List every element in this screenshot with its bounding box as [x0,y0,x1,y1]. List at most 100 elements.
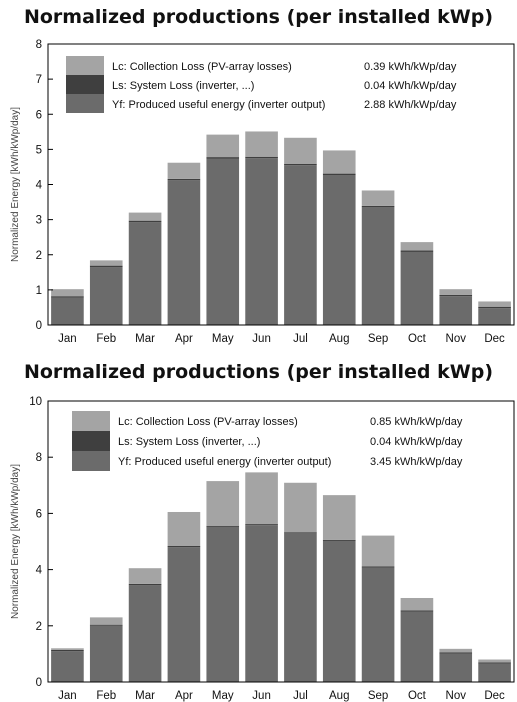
y-tick-label: 8 [36,452,42,464]
legend-label: Yf: Produced useful energy (inverter out… [112,99,325,111]
bar-feb-series-0 [89,267,123,325]
legend-label: Ls: System Loss (inverter, ...) [118,436,260,448]
bar-aug-series-2 [322,150,356,174]
y-tick-label: 6 [36,508,42,520]
chart-top: Normalized productions (per installed kW… [10,6,515,345]
chart-svg: Normalized Energy [kWh/kWp/day] Jan Feb Mar… [10,396,515,702]
x-tick-label: Sep [368,690,388,702]
bar-sep-series-2 [361,535,395,567]
x-tick-label: May [212,333,234,345]
x-tick-label: Jan [58,690,77,702]
bar-oct-series-1 [400,250,434,252]
bar-jun-series-2 [245,472,278,525]
bar-dec-series-0 [478,308,511,325]
bar-jul-series-1 [284,163,317,166]
bar-jun-series-0 [245,158,278,325]
bar-jul-series-2 [284,137,317,164]
bar-mar-series-2 [128,568,162,584]
x-tick-label: Apr [175,690,193,702]
bar-mar-series-0 [128,585,162,682]
bar-jun-series-1 [245,524,278,526]
bar-oct-series-0 [400,611,434,682]
bar-apr-series-0 [167,180,201,325]
bar-sep-series-1 [361,566,395,568]
bar-mar-series-2 [128,212,162,221]
bar-jul-series-0 [284,533,317,682]
bar-may-series-2 [206,481,240,526]
bar-feb-series-2 [89,617,123,625]
bar-jan-series-0 [51,651,84,682]
x-tick-label: Sep [368,333,388,345]
bar-aug-series-2 [322,495,356,540]
bar-apr-series-2 [167,162,201,179]
x-tick-label: Jun [252,690,271,702]
bar-jan-series-1 [51,296,84,298]
legend-swatch [72,451,110,471]
legend-value: 0.85 kWh/kWp/day [370,416,463,428]
x-tick-label: Mar [135,333,155,345]
x-tick-label: Dec [484,690,505,702]
chart-bottom: Normalized productions (per installed kW… [0,351,517,702]
bar-nov-series-2 [439,289,473,295]
legend-swatch [66,94,104,113]
bar-sep-series-0 [361,567,395,682]
legend-value: 0.04 kWh/kWp/day [370,436,463,448]
legend-label: Lc: Collection Loss (PV-array losses) [118,416,298,428]
bar-mar-series-1 [128,220,162,223]
bar-jan-series-2 [51,648,84,650]
x-tick-label: Aug [329,333,349,345]
x-tick-label: May [212,690,234,702]
y-tick-label: 0 [36,320,42,332]
y-tick-label: 7 [36,74,42,86]
y-tick-label: 2 [36,250,42,262]
x-tick-label: Oct [408,690,427,702]
x-tick-label: Feb [96,333,116,345]
bar-jan-series-1 [51,649,84,652]
bar-jan-series-2 [51,289,84,297]
bar-dec-series-2 [478,301,511,307]
y-axis-label: Normalized Energy [kWh/kWp/day] [10,107,21,262]
y-tick-label: 8 [36,39,42,51]
bar-apr-series-2 [167,511,201,546]
y-tick-label: 0 [36,677,42,689]
chart-title: Normalized productions (per installed kW… [23,6,494,28]
legend-value: 0.04 kWh/kWp/day [364,80,457,92]
x-tick-label: Oct [408,333,427,345]
chart-svg: Normalized Energy [kWh/kWp/day] Jan Feb Mar… [10,39,515,345]
bar-dec-series-1 [478,306,511,309]
bar-dec-series-1 [478,662,511,664]
bar-dec-series-0 [478,663,511,682]
bar-jul-series-2 [284,482,317,533]
legend-label: Yf: Produced useful energy (inverter out… [118,456,331,468]
legend-label: Lc: Collection Loss (PV-array losses) [112,61,292,73]
y-tick-label: 10 [29,396,42,408]
y-tick-label: 1 [36,285,42,297]
bar-aug-series-1 [322,539,356,541]
bar-may-series-0 [206,526,240,682]
legend-value: 3.45 kWh/kWp/day [370,456,463,468]
bar-nov-series-0 [439,296,473,325]
bar-feb-series-1 [89,265,123,268]
x-tick-label: Apr [175,333,193,345]
bar-mar-series-1 [128,583,162,586]
bar-may-series-0 [206,158,240,325]
bar-apr-series-1 [167,178,201,181]
bar-sep-series-2 [361,190,395,206]
bar-oct-series-0 [400,251,434,325]
bar-nov-series-0 [439,653,473,682]
legend-swatch [66,56,104,75]
bar-jan-series-0 [51,297,84,325]
bar-aug-series-0 [322,175,356,325]
x-tick-label: Dec [484,333,505,345]
bar-jul-series-0 [284,165,317,325]
bar-jun-series-2 [245,131,278,157]
x-tick-label: Mar [135,690,155,702]
x-tick-label: Nov [446,333,467,345]
bar-jun-series-0 [245,525,278,682]
chart-title: Normalized productions (per installed kW… [23,361,494,383]
bar-aug-series-1 [322,173,356,176]
y-tick-label: 2 [36,621,42,633]
x-tick-label: Jul [293,333,308,345]
bar-nov-series-1 [439,294,473,297]
legend-label: Ls: System Loss (inverter, ...) [112,80,254,92]
